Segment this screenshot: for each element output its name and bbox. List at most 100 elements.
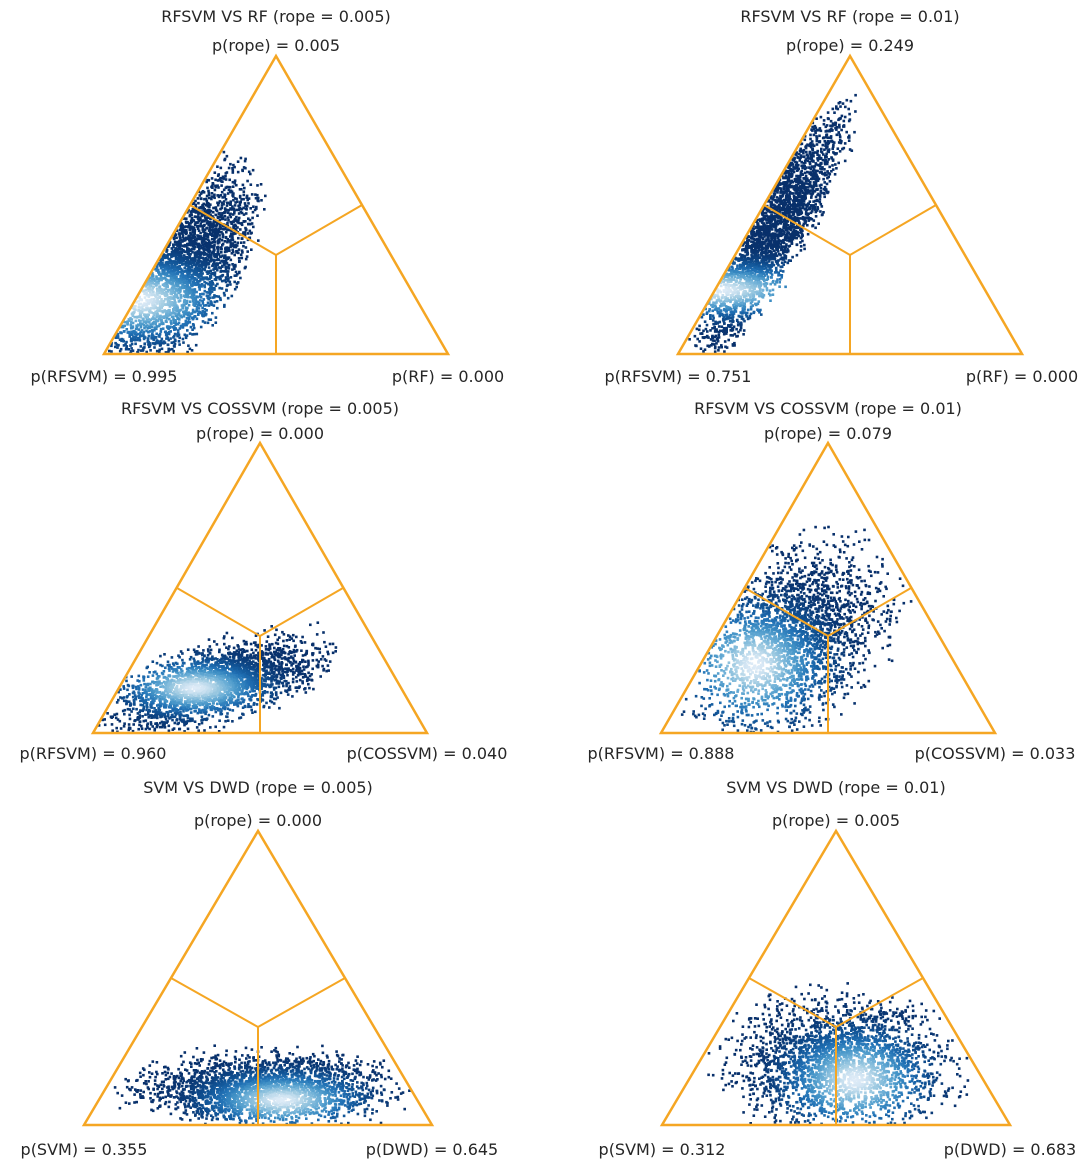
density-point xyxy=(150,277,154,281)
density-point xyxy=(796,213,799,216)
density-point xyxy=(203,267,206,271)
density-point xyxy=(716,307,719,311)
density-point xyxy=(192,258,196,261)
density-point xyxy=(242,244,245,248)
density-point xyxy=(710,303,713,307)
density-point xyxy=(139,306,142,309)
density-point xyxy=(814,203,817,206)
density-point xyxy=(176,331,180,335)
density-point xyxy=(160,262,164,265)
density-point xyxy=(239,276,242,280)
density-point xyxy=(194,253,197,256)
density-point xyxy=(131,321,135,325)
density-point xyxy=(770,214,774,217)
density-point xyxy=(703,336,707,339)
density-point xyxy=(779,218,783,222)
density-point xyxy=(198,283,201,287)
density-point xyxy=(842,119,846,123)
density-point xyxy=(175,242,179,246)
density-point xyxy=(207,256,210,259)
density-point xyxy=(716,288,719,291)
density-point xyxy=(769,203,773,206)
density-point xyxy=(158,291,162,295)
density-point xyxy=(762,207,766,211)
density-point xyxy=(225,258,228,261)
density-point xyxy=(743,311,746,314)
density-point xyxy=(251,210,255,214)
density-point xyxy=(120,331,123,335)
density-point xyxy=(194,270,197,273)
density-point xyxy=(750,254,753,257)
density-point xyxy=(736,323,740,327)
density-point xyxy=(211,184,214,188)
density-point xyxy=(139,302,143,306)
density-point xyxy=(250,222,254,225)
density-point xyxy=(264,194,267,198)
density-point xyxy=(209,296,212,299)
density-point xyxy=(156,341,159,345)
density-point xyxy=(749,301,753,305)
density-point xyxy=(791,217,795,220)
density-point xyxy=(785,188,788,191)
density-point xyxy=(179,294,183,297)
density-point xyxy=(171,261,174,265)
density-point xyxy=(186,321,189,325)
density-point xyxy=(152,317,156,320)
density-point xyxy=(765,287,769,290)
density-point xyxy=(186,287,189,291)
density-point xyxy=(749,260,753,264)
density-point xyxy=(137,303,141,306)
density-point xyxy=(147,343,150,346)
density-point xyxy=(756,280,759,284)
density-point xyxy=(731,334,734,337)
density-point xyxy=(164,268,167,271)
density-point xyxy=(719,284,723,288)
density-point xyxy=(232,163,235,167)
density-point xyxy=(754,302,757,306)
density-point xyxy=(192,303,195,306)
density-point xyxy=(151,332,154,336)
density-point xyxy=(781,213,785,216)
density-point xyxy=(773,218,777,222)
density-point xyxy=(202,191,206,194)
density-point xyxy=(832,151,835,154)
density-point xyxy=(799,245,803,248)
density-point xyxy=(245,205,249,208)
density-point xyxy=(749,293,753,296)
density-point xyxy=(181,234,185,237)
density-point xyxy=(204,241,207,244)
density-point xyxy=(216,262,219,265)
density-point xyxy=(235,215,238,219)
density-point xyxy=(175,283,179,286)
density-point xyxy=(743,286,746,290)
density-point xyxy=(241,168,244,172)
density-point xyxy=(761,237,765,240)
density-point xyxy=(724,314,728,317)
density-point xyxy=(725,310,728,313)
density-point xyxy=(769,282,772,286)
density-point xyxy=(204,234,208,238)
density-point xyxy=(180,247,183,251)
density-point xyxy=(764,258,768,261)
density-point xyxy=(175,271,179,275)
density-point xyxy=(771,246,775,249)
density-point xyxy=(170,247,174,250)
density-point xyxy=(758,274,762,277)
density-point xyxy=(214,225,218,228)
density-point xyxy=(739,326,743,330)
density-point xyxy=(182,341,185,344)
density-point xyxy=(834,152,837,156)
density-point xyxy=(816,157,819,160)
density-point xyxy=(798,217,802,220)
chart-panel: RFSVM VS RF (rope = 0.005) p(rope) = 0.0… xyxy=(31,7,505,386)
density-point xyxy=(161,265,165,269)
density-point xyxy=(165,317,169,320)
density-point xyxy=(783,209,787,212)
density-point xyxy=(791,168,795,171)
density-point xyxy=(800,164,803,168)
density-point xyxy=(175,255,178,258)
density-point xyxy=(765,272,768,276)
density-point xyxy=(749,307,753,311)
density-point xyxy=(711,335,714,339)
density-point xyxy=(180,238,183,242)
